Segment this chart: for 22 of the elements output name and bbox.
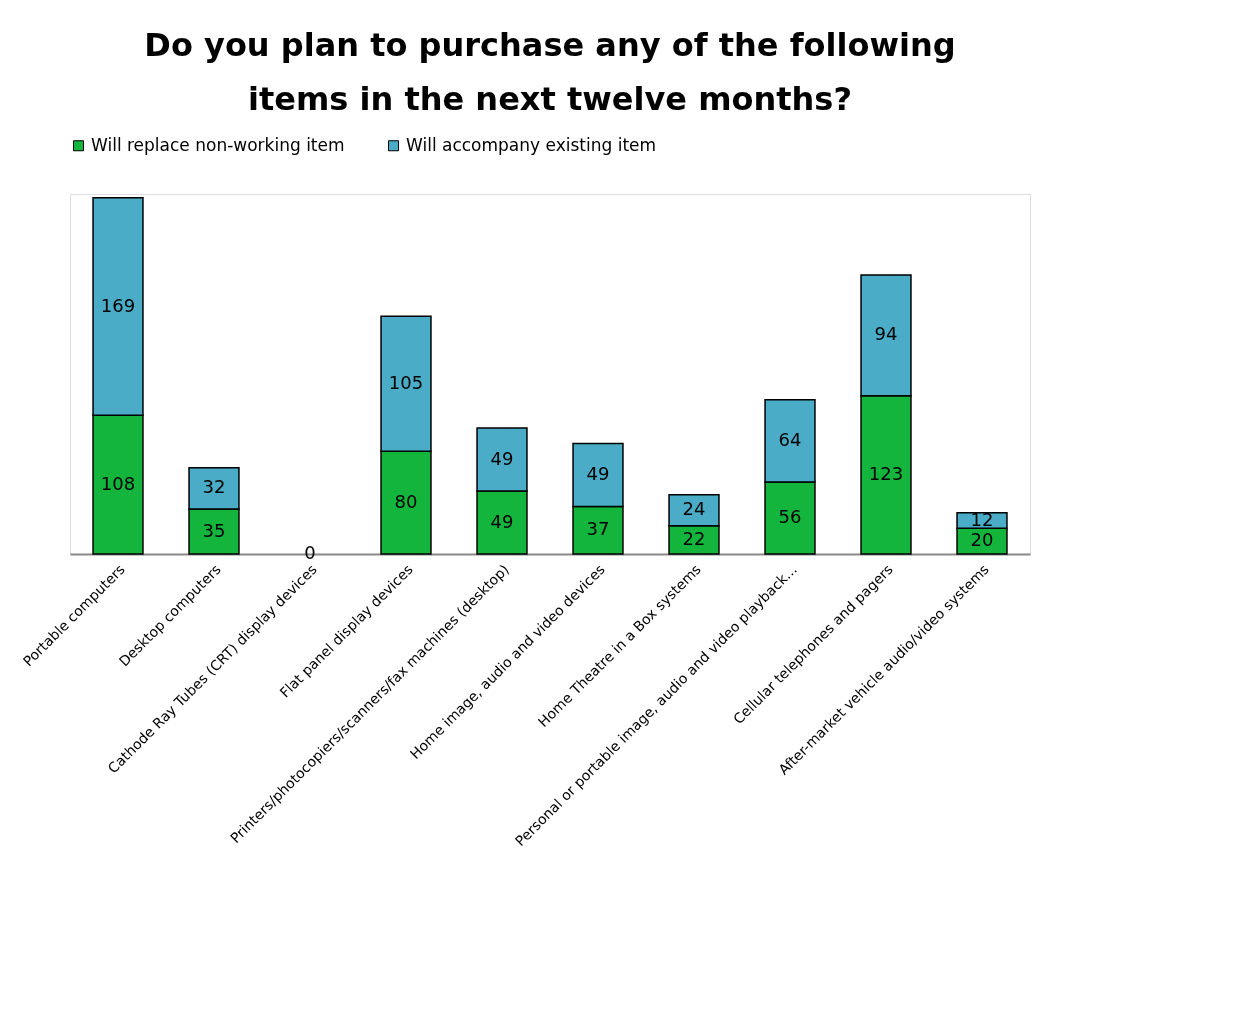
chart-title: Do you plan to purchase any of the following items in the next twelve months?	[144, 26, 956, 118]
data-label: 169	[100, 294, 136, 316]
data-label: 35	[202, 519, 226, 541]
legend-label: Will replace non-working item	[91, 134, 345, 155]
data-label: 49	[490, 510, 514, 532]
data-label: 12	[970, 508, 994, 530]
legend-label: Will accompany existing item	[406, 134, 657, 155]
data-label: 94	[874, 323, 898, 345]
data-label: 64	[778, 428, 802, 450]
data-label: 108	[100, 472, 136, 494]
data-label: 80	[394, 490, 418, 512]
data-label: 105	[388, 371, 424, 393]
data-label: 20	[970, 529, 994, 551]
data-label: 49	[490, 447, 514, 469]
data-label: 0	[304, 542, 316, 563]
data-label: 24	[682, 498, 706, 520]
data-label: 56	[778, 506, 802, 527]
data-label: 37	[586, 518, 610, 540]
data-label: 22	[682, 527, 706, 549]
data-label: 49	[586, 462, 610, 484]
data-label: 123	[868, 462, 904, 484]
data-label: 32	[202, 476, 226, 498]
